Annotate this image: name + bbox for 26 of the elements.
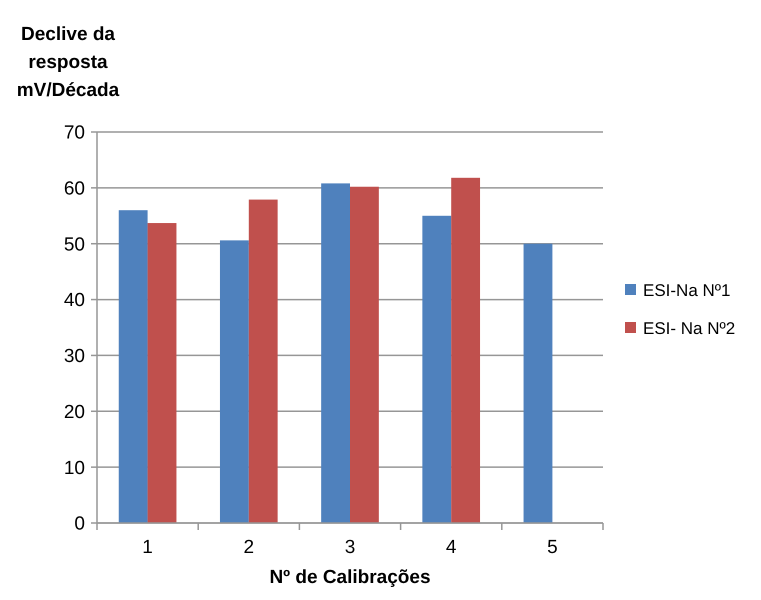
legend-label: ESI-Na Nº1 [643, 280, 730, 300]
y-tick-label: 40 [64, 290, 85, 312]
legend-label: ESI- Na Nº2 [643, 318, 736, 338]
y-tick-label: 20 [64, 402, 85, 423]
y-axis-title: Declive da resposta mV/Década [16, 24, 120, 101]
y-tick-label: 0 [74, 514, 85, 535]
bar [248, 200, 278, 523]
x-tick-label: 5 [547, 537, 558, 558]
y-tick-label: 30 [64, 346, 85, 368]
y-tick-label: 50 [64, 234, 85, 256]
y-tick-label: 70 [64, 122, 85, 144]
x-axis-title: Nº de Calibrações [269, 567, 431, 588]
bar [220, 240, 249, 523]
bar [148, 223, 176, 523]
bar [118, 210, 148, 523]
y-tick-label: 10 [64, 458, 85, 479]
bar [321, 183, 350, 523]
y-tick-label: 60 [64, 178, 85, 200]
x-tick-label: 3 [344, 537, 356, 558]
bar [350, 186, 379, 523]
bar [422, 216, 452, 523]
x-tick-label: 2 [244, 537, 254, 558]
x-tick-label: 4 [446, 537, 457, 558]
x-tick-label: 1 [142, 537, 153, 558]
bar [451, 178, 480, 523]
bar [524, 244, 552, 523]
